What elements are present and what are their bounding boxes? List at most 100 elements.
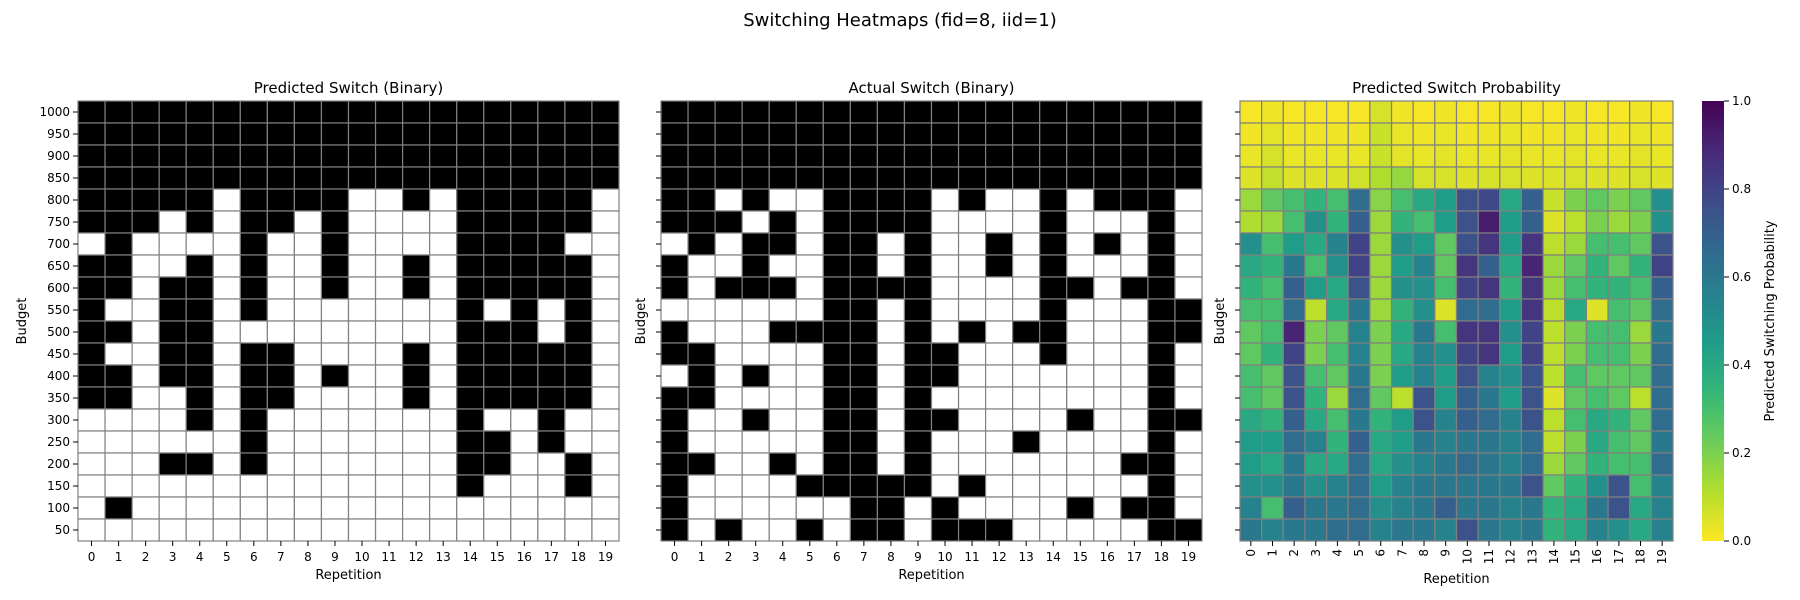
heatmap-cell [510, 518, 539, 542]
heatmap-cell [347, 298, 377, 322]
heatmap-cell [849, 496, 878, 520]
heatmap-cell [876, 496, 906, 520]
heatmap-cell [903, 254, 933, 278]
heatmap-cell [1542, 474, 1566, 498]
heatmap-cell [212, 122, 241, 146]
heatmap-cell [1455, 254, 1479, 278]
heatmap-cell [104, 452, 133, 476]
heatmap-cell [185, 210, 214, 234]
heatmap-cell [1369, 188, 1393, 212]
heatmap-cell [1412, 430, 1436, 454]
heatmap-cell [1325, 210, 1349, 234]
heatmap-cell [1607, 276, 1631, 300]
x-tick-label: 9 [914, 550, 922, 564]
heatmap-cell [402, 254, 431, 278]
heatmap-cell [185, 166, 214, 190]
heatmap-cell [266, 386, 296, 410]
heatmap-cell [822, 452, 851, 476]
x-tick-label: 2 [142, 550, 150, 564]
heatmap-cell [1093, 298, 1122, 322]
heatmap-cell [1239, 298, 1263, 322]
heatmap-cell [1174, 188, 1203, 212]
heatmap-cell [1012, 320, 1041, 344]
heatmap-cell [1564, 320, 1587, 344]
x-tick-label: 12 [991, 550, 1006, 564]
heatmap-cell [1542, 298, 1566, 322]
heatmap-cell [1499, 276, 1523, 300]
heatmap-cell [1520, 210, 1544, 234]
heatmap-cell [239, 320, 268, 344]
heatmap-cell [266, 232, 296, 256]
heatmap-cell [1455, 474, 1479, 498]
heatmap-cell [1174, 166, 1203, 190]
heatmap-cell [537, 276, 566, 300]
heatmap-cell [402, 100, 431, 124]
heatmap-cell [1607, 474, 1631, 498]
heatmap-cell [1039, 474, 1068, 498]
heatmap-cell [293, 408, 323, 432]
heatmap-cell [1282, 320, 1306, 344]
heatmap-cell [320, 452, 350, 476]
heatmap-cell [1066, 298, 1095, 322]
heatmap-cell [1499, 122, 1523, 146]
heatmap-cell [741, 298, 770, 322]
heatmap-cell [104, 232, 133, 256]
heatmap-cell [1477, 452, 1501, 476]
heatmap-cell [930, 474, 960, 498]
x-tick-label: 16 [1100, 550, 1115, 564]
heatmap-cell [741, 386, 770, 410]
heatmap-cell [795, 100, 824, 124]
heatmap-cell [741, 144, 770, 168]
heatmap-cell [537, 342, 566, 366]
heatmap-cell [591, 320, 620, 344]
heatmap-cell [1650, 430, 1674, 454]
heatmap-cell [266, 342, 296, 366]
heatmap-cell [347, 386, 377, 410]
heatmap-cell [1304, 276, 1328, 300]
heatmap-cell [239, 188, 268, 212]
heatmap-cell [1347, 320, 1371, 344]
heatmap-cell [957, 100, 987, 124]
heatmap-cell [1347, 100, 1371, 124]
heatmap-cell [212, 232, 241, 256]
heatmap-cell [903, 166, 933, 190]
heatmap-cell [1564, 518, 1587, 542]
heatmap-cell [984, 100, 1014, 124]
heatmap-cell [456, 430, 485, 454]
x-tick-label: 17 [544, 550, 559, 564]
heatmap-cell [1564, 276, 1587, 300]
heatmap-cell [1390, 298, 1414, 322]
heatmap-cell [930, 144, 960, 168]
heatmap-cell [1585, 254, 1609, 278]
heatmap-cell [687, 210, 716, 234]
heatmap-cell [104, 386, 133, 410]
heatmap-cell [1455, 276, 1479, 300]
heatmap-cell [1650, 342, 1674, 366]
heatmap-cell [768, 342, 797, 366]
heatmap-cell [1520, 188, 1544, 212]
heatmap-cell [1477, 430, 1501, 454]
y-tick-label: 900 [47, 149, 70, 163]
heatmap-cell [1520, 166, 1544, 190]
heatmap-cell [1390, 386, 1414, 410]
heatmap-cell [1261, 232, 1284, 256]
heatmap-cell [660, 276, 689, 300]
heatmap-cell [239, 122, 268, 146]
heatmap-cell [131, 166, 160, 190]
x-tick-label: 16 [517, 550, 532, 564]
heatmap-cell [1412, 408, 1436, 432]
heatmap-cell [1369, 518, 1393, 542]
heatmap-cell [660, 386, 689, 410]
heatmap-cell [212, 364, 241, 388]
heatmap-cell [768, 122, 797, 146]
heatmap-cell [957, 320, 987, 344]
heatmap-cell [1499, 474, 1523, 498]
heatmap-cell [1499, 232, 1523, 256]
heatmap-cell [1120, 210, 1149, 234]
heatmap-cell [1012, 166, 1041, 190]
heatmap-cell [984, 518, 1014, 542]
x-tick-label: 0 [88, 550, 96, 564]
x-tick-label: 7 [1395, 549, 1409, 557]
heatmap-cell [741, 254, 770, 278]
heatmap-cell [1434, 386, 1458, 410]
